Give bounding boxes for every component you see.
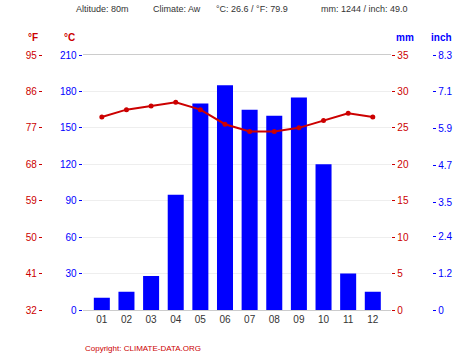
svg-text:5.9: 5.9 [438,123,452,134]
svg-text:°C: °C [64,32,75,43]
svg-text:3.5: 3.5 [438,197,452,208]
svg-text:07: 07 [244,314,256,325]
svg-text:10: 10 [397,232,409,243]
svg-text:77: 77 [26,122,38,133]
svg-text:Climate: Aw: Climate: Aw [153,4,201,14]
svg-text:12: 12 [367,314,379,325]
svg-text:60: 60 [66,232,78,243]
svg-text:7.1: 7.1 [438,86,452,97]
svg-text:mm: mm [396,32,414,43]
svg-text:05: 05 [195,314,207,325]
svg-text:5: 5 [397,268,403,279]
svg-text:20: 20 [397,159,409,170]
svg-text:0: 0 [71,305,77,316]
svg-text:09: 09 [293,314,305,325]
svg-text:01: 01 [96,314,108,325]
svg-text:35: 35 [397,50,409,61]
svg-text:59: 59 [26,195,38,206]
svg-text:°F: °F [28,32,38,43]
svg-text:30: 30 [397,86,409,97]
svg-text:180: 180 [60,86,77,97]
svg-text:mm: 1244 / inch: 49.0: mm: 1244 / inch: 49.0 [321,4,408,14]
svg-text:86: 86 [26,86,38,97]
svg-text:Copyright: CLIMATE-DATA.ORG: Copyright: CLIMATE-DATA.ORG [85,344,201,353]
svg-text:8.3: 8.3 [438,50,452,61]
svg-text:Altitude: 80m: Altitude: 80m [76,4,129,14]
svg-text:03: 03 [146,314,158,325]
svg-text:150: 150 [60,122,77,133]
svg-text:30: 30 [66,268,78,279]
svg-text:inch: inch [431,32,452,43]
svg-text:90: 90 [66,195,78,206]
svg-text:2.4: 2.4 [438,231,452,242]
svg-text:68: 68 [26,159,38,170]
svg-text:06: 06 [219,314,231,325]
svg-text:11: 11 [343,314,354,325]
svg-text:0: 0 [438,305,444,316]
svg-text:95: 95 [26,50,38,61]
svg-text:15: 15 [397,195,409,206]
svg-text:25: 25 [397,122,409,133]
svg-text:04: 04 [170,314,182,325]
svg-text:120: 120 [60,159,77,170]
svg-text:10: 10 [318,314,330,325]
svg-text:32: 32 [26,305,38,316]
svg-text:08: 08 [269,314,281,325]
svg-text:41: 41 [26,268,38,279]
svg-text:°C: 26.6 / °F: 79.9: °C: 26.6 / °F: 79.9 [216,4,288,14]
svg-text:50: 50 [26,232,38,243]
svg-text:1.2: 1.2 [438,268,452,279]
svg-text:02: 02 [121,314,133,325]
svg-text:0: 0 [397,305,403,316]
svg-text:4.7: 4.7 [438,160,452,171]
svg-text:210: 210 [60,50,77,61]
